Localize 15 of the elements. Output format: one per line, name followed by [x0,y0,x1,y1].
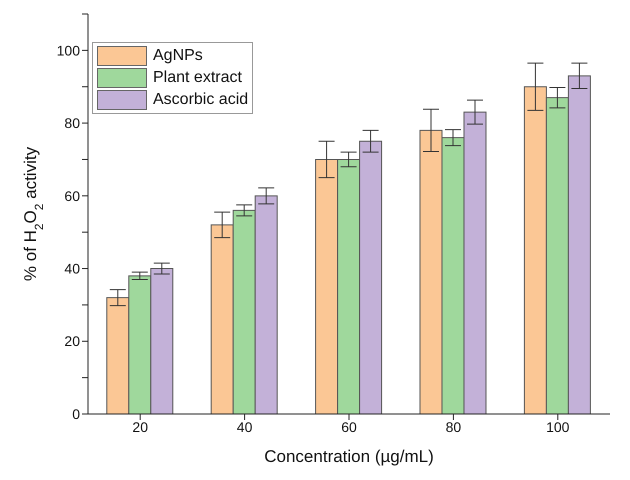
legend-label: Plant extract [153,69,242,87]
x-tick-label: 40 [236,418,253,435]
y-tick-label: 20 [64,333,80,350]
legend-label: Ascorbic acid [153,91,248,109]
x-tick-label: 60 [341,418,357,435]
y-tick-label: 40 [64,260,80,277]
y-tick-label: 60 [64,188,80,204]
y-tick-label: 0 [72,406,80,422]
x-tick-label: 100 [546,418,570,435]
y-tick-label: 100 [56,42,80,58]
x-axis-title: Concentration (µg/mL) [264,447,434,466]
x-tick-label: 20 [132,418,148,435]
x-tick-label: 80 [446,418,462,435]
legend-label: AgNPs [153,47,203,65]
y-tick-label: 80 [64,115,80,132]
